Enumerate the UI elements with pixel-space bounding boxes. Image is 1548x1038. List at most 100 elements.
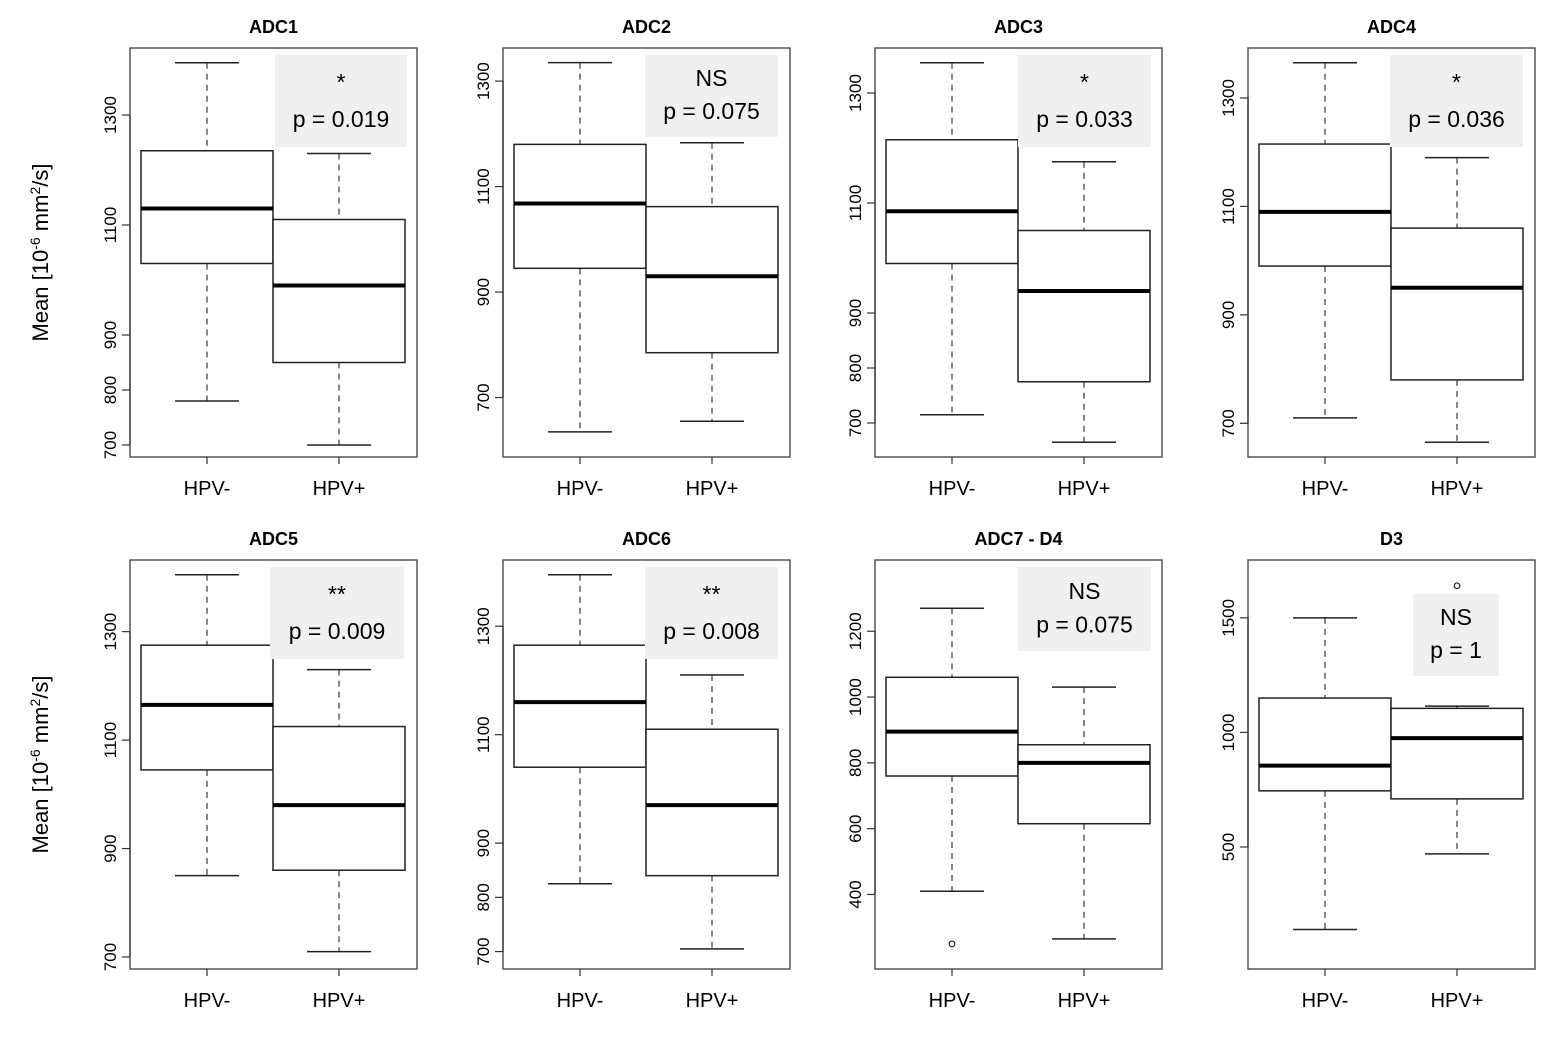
y-tick-label: 1300 — [474, 62, 493, 100]
significance-annotation: ** p = 0.009 — [270, 567, 404, 659]
significance-label: * — [1080, 69, 1089, 95]
box-iqr — [272, 218, 406, 364]
annotation-background — [1390, 55, 1523, 147]
p-value-label: p = 0.009 — [289, 618, 386, 644]
box-iqr — [1390, 227, 1524, 381]
annotation-background — [645, 55, 778, 137]
y-tick-label: 900 — [101, 321, 120, 349]
panel-title: D3 — [1380, 529, 1403, 549]
significance-label: * — [1452, 69, 1461, 95]
significance-label: * — [337, 69, 346, 95]
y-axis-title: Mean [10-6 mm2/s] — [27, 676, 53, 854]
box-iqr — [272, 725, 406, 871]
panel-adc7-d4: ADC7 - D4 400 600 800 1000 1200 HPV- HPV+ NS p = … — [846, 529, 1163, 1012]
box-iqr — [513, 143, 647, 270]
y-axis-title-superscript: -6 — [27, 237, 43, 250]
y-tick-label: 700 — [1219, 409, 1238, 437]
y-tick-label: 400 — [846, 880, 865, 908]
y-tick-label: 700 — [101, 943, 120, 971]
significance-annotation: NS p = 1 — [1413, 594, 1499, 676]
x-category-label: HPV+ — [1431, 990, 1484, 1012]
y-tick-label: 1000 — [846, 678, 865, 716]
box-iqr — [885, 139, 1019, 265]
y-tick-label: 800 — [101, 376, 120, 404]
box-iqr — [885, 676, 1019, 777]
y-tick-label: 1100 — [474, 168, 493, 205]
panel-adc1: ADC1 700 800 900 1100 1300 HPV- HPV+ * p = 0.019 — [101, 17, 418, 500]
y-tick-label: 900 — [474, 278, 493, 306]
y-tick-label: 700 — [846, 409, 865, 437]
y-tick-label: 1300 — [1219, 79, 1238, 117]
significance-annotation: NS p = 0.075 — [1018, 567, 1151, 651]
x-category-label: HPV+ — [686, 990, 739, 1012]
annotation-background — [1018, 567, 1151, 651]
y-tick-label: 1300 — [846, 74, 865, 112]
y-tick-label: 800 — [846, 749, 865, 777]
y-axis-title-text: /s] — [28, 676, 53, 699]
box-hpvpos — [272, 668, 406, 953]
x-category-label: HPV- — [929, 990, 976, 1012]
annotation-background — [270, 567, 404, 659]
box-hpvneg — [513, 573, 647, 885]
y-tick-label: 1100 — [101, 722, 120, 759]
y-tick-label: 1500 — [1219, 599, 1238, 637]
y-tick-label: 1300 — [101, 613, 120, 651]
box-iqr — [1258, 697, 1392, 792]
y-axis-title-text: mm — [28, 707, 53, 750]
x-category-label: HPV+ — [1431, 478, 1484, 500]
panel-title: ADC1 — [249, 17, 298, 37]
y-axis-title: Mean [10-6 mm2/s] — [27, 164, 53, 342]
significance-label: ** — [328, 581, 346, 607]
y-tick-label: 1300 — [474, 607, 493, 645]
panel-title: ADC7 - D4 — [974, 529, 1062, 549]
box-hpvpos — [272, 152, 406, 446]
y-axis-title-superscript: -6 — [27, 749, 43, 762]
p-value-label: p = 1 — [1430, 637, 1482, 663]
significance-annotation: * p = 0.033 — [1018, 55, 1151, 147]
y-axis-title-text: mm — [28, 195, 53, 238]
significance-annotation: NS p = 0.075 — [645, 55, 778, 137]
box-iqr — [1258, 143, 1392, 267]
x-category-label: HPV+ — [686, 478, 739, 500]
x-category-label: HPV- — [557, 990, 604, 1012]
y-tick-label: 600 — [846, 814, 865, 842]
x-category-label: HPV- — [929, 478, 976, 500]
y-tick-label: 900 — [474, 829, 493, 857]
significance-label: NS — [1069, 578, 1101, 604]
significance-label: NS — [696, 65, 728, 91]
significance-annotation: * p = 0.019 — [275, 55, 407, 147]
box-hpvpos — [1390, 156, 1524, 444]
annotation-background — [275, 55, 407, 147]
significance-label: NS — [1440, 604, 1472, 630]
y-tick-label: 900 — [101, 834, 120, 862]
significance-annotation: ** p = 0.008 — [645, 567, 778, 659]
box-hpvneg — [885, 62, 1019, 416]
box-iqr — [513, 644, 647, 768]
box-hpvpos — [645, 674, 779, 950]
x-category-label: HPV- — [1302, 990, 1349, 1012]
panel-title: ADC4 — [1367, 17, 1416, 37]
panel-adc3: ADC3 700 800 900 1100 1300 HPV- HPV+ * p = 0.033 — [846, 17, 1163, 500]
panel-title: ADC6 — [622, 529, 671, 549]
box-hpvpos — [645, 142, 779, 423]
box-iqr — [1017, 744, 1151, 825]
x-category-label: HPV- — [1302, 478, 1349, 500]
x-category-label: HPV- — [184, 478, 231, 500]
panel-adc5: ADC5 700 900 1100 1300 HPV- HPV+ ** p = 0.009 — [101, 529, 418, 1012]
y-tick-label: 1100 — [1219, 188, 1238, 225]
x-category-label: HPV+ — [1058, 990, 1111, 1012]
box-hpvpos — [1390, 582, 1524, 855]
p-value-label: p = 0.033 — [1036, 106, 1133, 132]
box-iqr — [645, 205, 779, 354]
annotation-background — [1413, 594, 1499, 676]
y-axis-title-text: /s] — [28, 164, 53, 187]
y-tick-label: 800 — [846, 354, 865, 382]
box-iqr — [140, 644, 274, 771]
annotation-background — [1018, 55, 1151, 147]
significance-annotation: * p = 0.036 — [1390, 55, 1523, 147]
panel-title: ADC2 — [622, 17, 671, 37]
y-tick-label: 1300 — [101, 96, 120, 134]
box-iqr — [1017, 229, 1151, 383]
panel-title: ADC3 — [994, 17, 1043, 37]
